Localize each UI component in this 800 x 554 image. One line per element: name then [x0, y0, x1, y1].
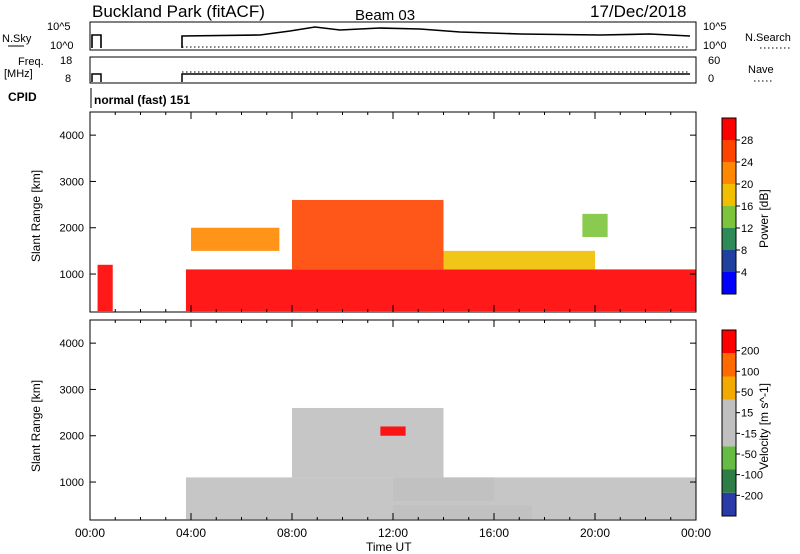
nave-tick-low: 0 — [708, 73, 714, 85]
x-tick-label: 20:00 — [580, 526, 610, 540]
velocity-y-tick-label: 3000 — [60, 384, 84, 396]
x-tick-label: 16:00 — [479, 526, 509, 540]
velocity-y-tick-label: 4000 — [60, 338, 84, 350]
velocity-colorbar-swatch — [722, 353, 736, 377]
velocity-y-tick-label: 2000 — [60, 431, 84, 443]
nsky-trace — [91, 26, 691, 48]
velocity-colorbar: 200 100 50 15 -15 -50 -100 -200 — [721, 329, 763, 517]
nsky-panel-frame — [89, 21, 697, 51]
x-axis-label: Time UT — [366, 540, 412, 554]
station-title: Buckland Park (fitACF) — [92, 2, 265, 21]
velocity-echo-region — [393, 505, 532, 520]
nave-label: Nave — [748, 64, 774, 76]
power-colorbar-swatch — [722, 250, 736, 272]
nsky-tick-low: 10^0 — [50, 40, 74, 52]
power-colorbar-tick-label: 20 — [741, 179, 753, 191]
velocity-colorbar-label: Velocity [m s^-1] — [757, 383, 771, 470]
power-colorbar-swatch — [722, 272, 736, 294]
velocity-colorbar-swatch — [722, 446, 736, 470]
velocity-colorbar-tick-label: -100 — [741, 470, 763, 482]
power-colorbar-tick-label: 28 — [741, 135, 753, 147]
velocity-colorbar-frame — [721, 329, 737, 517]
power-colorbar-swatch — [722, 118, 736, 140]
nave-tick-high: 60 — [708, 55, 720, 67]
power-echo-region — [443, 250, 595, 270]
velocity-colorbar-tick-label: -200 — [741, 490, 763, 502]
velocity-colorbar-swatch — [722, 469, 736, 493]
velocity-colorbar-tick-label: 200 — [741, 346, 759, 358]
velocity-ylabel: Slant Range [km] — [29, 380, 43, 472]
velocity-colorbar-swatch — [722, 423, 736, 447]
date-title: 17/Dec/2018 — [590, 2, 686, 21]
freq-tick-low: 8 — [65, 73, 71, 85]
nsearch-tick-high: 10^5 — [703, 21, 727, 33]
velocity-colorbar-tick-label: -50 — [741, 449, 757, 461]
velocity-y-tick-label: 1000 — [60, 477, 84, 489]
power-colorbar: 4 8 12 16 20 24 28 — [721, 117, 753, 295]
velocity-colorbar-swatch — [722, 492, 736, 516]
power-y-tick-label: 3000 — [60, 176, 84, 188]
beam-title: Beam 03 — [355, 7, 415, 24]
freq-unit: [MHz] — [4, 68, 33, 80]
x-tick-label: 00:00 — [75, 526, 105, 540]
nsky-tick-high: 10^5 — [47, 21, 71, 33]
velocity-echo-region — [292, 407, 444, 478]
x-tick-label: 04:00 — [176, 526, 206, 540]
power-colorbar-tick-label: 4 — [741, 267, 747, 279]
nsky-label: N.Sky — [2, 33, 32, 45]
velocity-colorbar-tick-label: -15 — [741, 428, 757, 440]
power-heatmap-data — [97, 199, 696, 312]
freq-label: Freq. — [18, 56, 44, 68]
power-echo-region — [582, 213, 608, 237]
power-colorbar-label: Power [dB] — [757, 189, 771, 248]
freq-tick-high: 18 — [60, 55, 72, 67]
power-colorbar-swatch — [722, 184, 736, 206]
x-tick-label: 08:00 — [277, 526, 307, 540]
power-colorbar-tick-label: 24 — [741, 157, 753, 169]
velocity-colorbar-swatch — [722, 330, 736, 354]
power-echo-region — [191, 227, 280, 251]
power-colorbar-swatch — [722, 206, 736, 228]
velocity-colorbar-tick-label: 100 — [741, 366, 759, 378]
cpid-label: CPID — [8, 90, 37, 104]
power-echo-region — [292, 199, 444, 270]
power-colorbar-tick-label: 16 — [741, 201, 753, 213]
power-ylabel: Slant Range [km] — [29, 170, 43, 262]
freq-panel-frame — [89, 56, 697, 84]
power-colorbar-tick-label: 8 — [741, 245, 747, 257]
power-y-tick-label: 2000 — [60, 223, 84, 235]
x-tick-label: 12:00 — [378, 526, 408, 540]
velocity-colorbar-tick-label: 15 — [741, 408, 753, 420]
x-tick-labels: 00:00 04:00 08:00 12:00 16:00 20:00 00:00 — [75, 526, 711, 540]
power-y-tick-label: 4000 — [60, 130, 84, 142]
power-colorbar-tick-label: 12 — [741, 223, 753, 235]
power-echo-region — [97, 264, 113, 312]
velocity-colorbar-swatch — [722, 399, 736, 423]
power-colorbar-swatch — [722, 140, 736, 162]
power-axes: 1000 2000 3000 4000 — [60, 112, 697, 312]
velocity-echo-region — [393, 477, 494, 501]
velocity-heatmap-data — [185, 407, 696, 520]
power-echo-region — [185, 269, 696, 312]
velocity-axes: 1000 2000 3000 4000 — [60, 320, 697, 520]
velocity-colorbar-swatch — [722, 376, 736, 400]
velocity-colorbar-tick-label: 50 — [741, 387, 753, 399]
power-colorbar-swatch — [722, 162, 736, 184]
power-colorbar-swatch — [722, 228, 736, 250]
power-y-tick-label: 1000 — [60, 269, 84, 281]
nsearch-label: N.Search — [745, 32, 791, 44]
nsearch-tick-low: 10^0 — [703, 40, 727, 52]
cpid-value: normal (fast) 151 — [94, 93, 190, 107]
x-tick-label: 00:00 — [681, 526, 711, 540]
freq-trace — [91, 73, 690, 82]
velocity-echo-region — [380, 426, 406, 436]
